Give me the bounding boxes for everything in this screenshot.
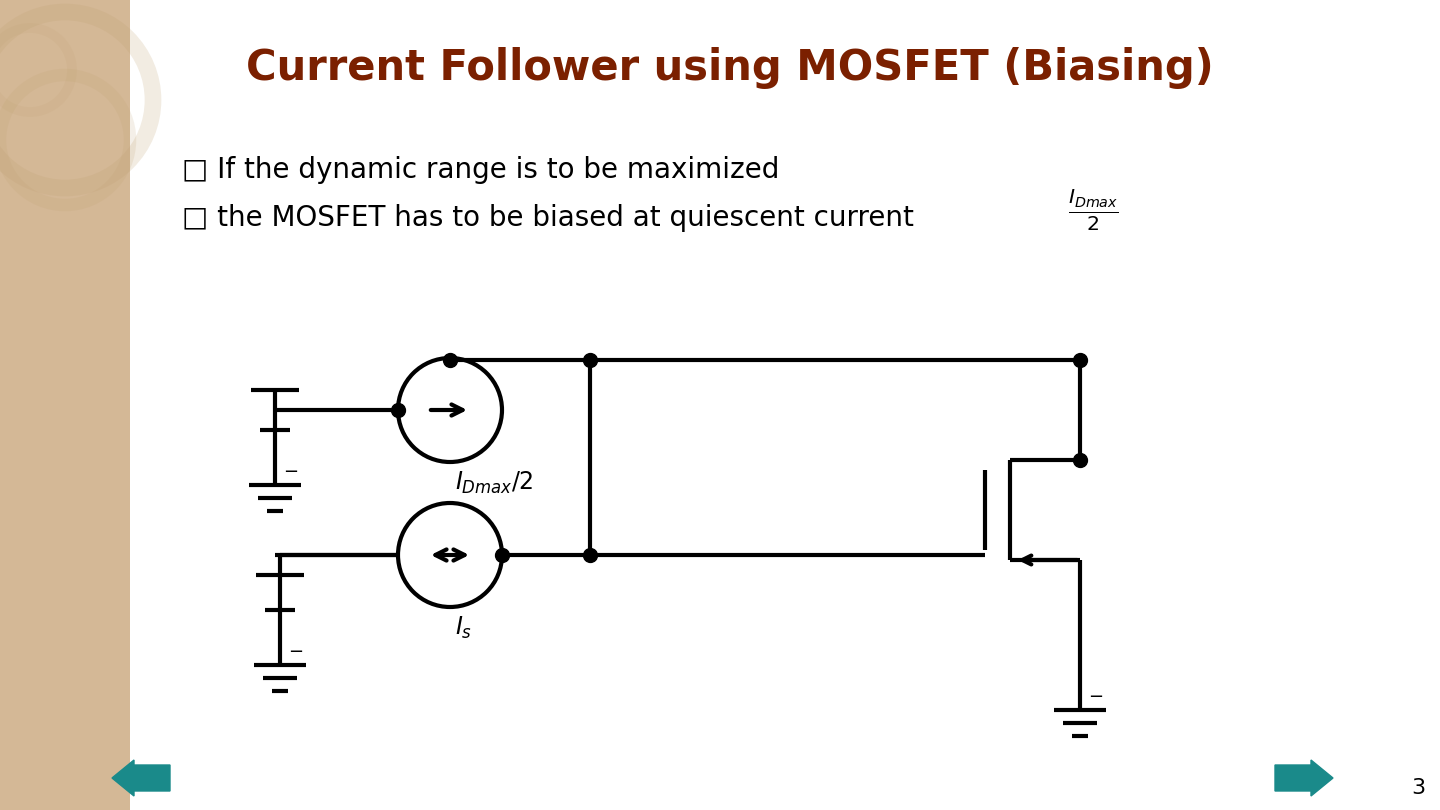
Text: □ the MOSFET has to be biased at quiescent current: □ the MOSFET has to be biased at quiesce… — [181, 204, 914, 232]
Text: $-$: $-$ — [288, 641, 304, 659]
Text: Current Follower using MOSFET (Biasing): Current Follower using MOSFET (Biasing) — [246, 47, 1214, 89]
Bar — [0, 0, 130, 810]
Point — [579, 353, 602, 366]
FancyArrow shape — [112, 760, 170, 796]
Point — [386, 403, 409, 416]
Point — [1068, 454, 1092, 467]
Text: □ If the dynamic range is to be maximized: □ If the dynamic range is to be maximize… — [181, 156, 779, 184]
Text: $I_s$: $I_s$ — [455, 615, 472, 642]
Text: $I_{Dmax}/2$: $I_{Dmax}/2$ — [455, 470, 533, 497]
Text: 3: 3 — [1411, 778, 1426, 798]
Text: $-$: $-$ — [1089, 686, 1103, 704]
Point — [491, 548, 514, 561]
Point — [579, 548, 602, 561]
Text: $-$: $-$ — [284, 461, 298, 479]
Point — [438, 353, 461, 366]
Point — [1068, 353, 1092, 366]
Text: $\frac{I_{Dmax}}{2}$: $\frac{I_{Dmax}}{2}$ — [1068, 187, 1119, 233]
FancyArrow shape — [1274, 760, 1333, 796]
